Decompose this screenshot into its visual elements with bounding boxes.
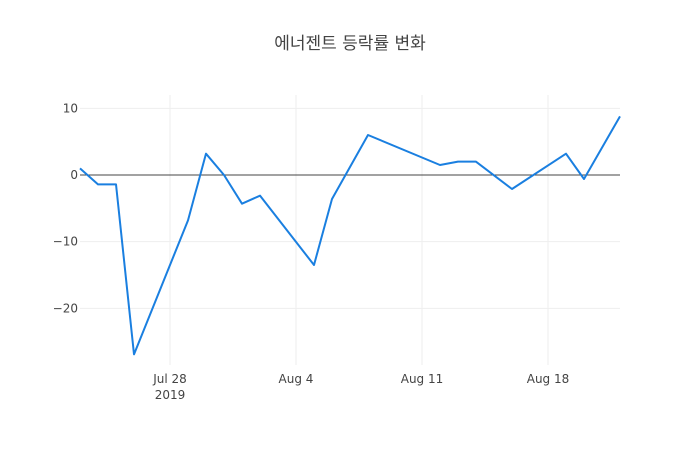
x-tick-label: Aug 11 <box>401 372 444 386</box>
y-tick-label: 10 <box>63 101 78 115</box>
x-tick-sublabel: 2019 <box>155 388 186 402</box>
chart-title: 에너젠트 등락률 변화 <box>274 34 426 54</box>
y-tick-label: −10 <box>53 235 78 249</box>
x-tick-label: Aug 4 <box>279 372 314 386</box>
y-tick-label: 0 <box>70 168 78 182</box>
series-layer <box>79 115 621 356</box>
y-tick-label: −20 <box>53 301 78 315</box>
grid-layer <box>80 95 620 365</box>
x-axis: Jul 28 2019 Aug 4 Aug 11 Aug 18 <box>152 372 569 402</box>
x-tick-label: Jul 28 <box>152 372 187 386</box>
y-axis: 10 0 −10 −20 <box>53 101 78 315</box>
x-tick-label: Aug 18 <box>527 372 570 386</box>
